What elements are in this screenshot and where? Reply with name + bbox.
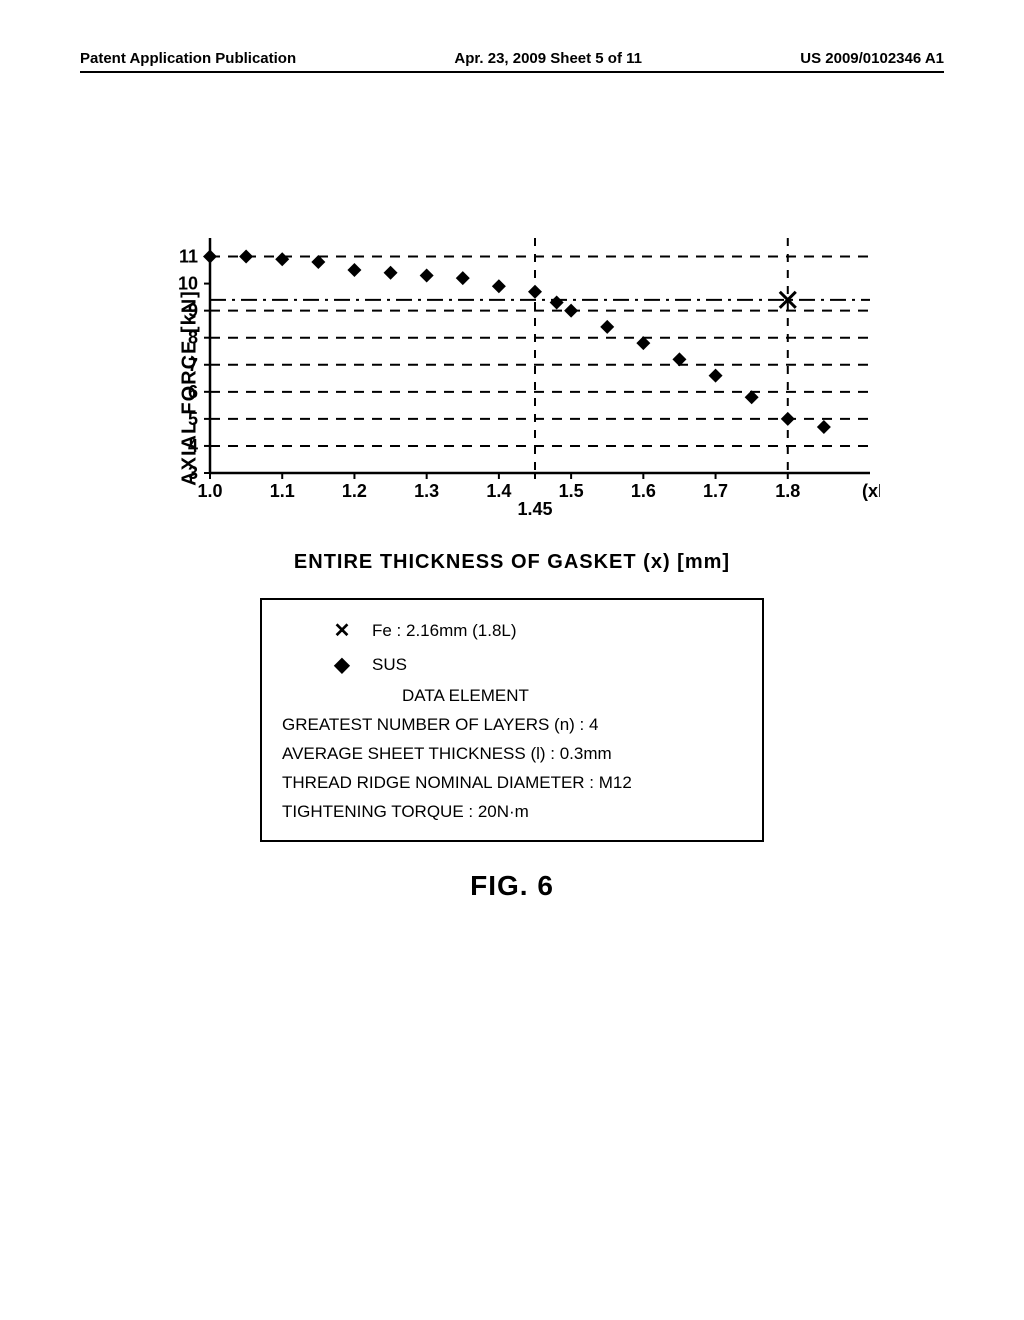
legend-item: ◆ SUS — [330, 648, 742, 682]
svg-text:11: 11 — [179, 247, 198, 267]
svg-text:(xL): (xL) — [862, 481, 880, 501]
header-center: Apr. 23, 2009 Sheet 5 of 11 — [454, 50, 642, 67]
figure-label: FIG. 6 — [80, 870, 944, 902]
chart: AXIAL FORCE [kN] 345678910111.01.11.21.3… — [140, 233, 944, 543]
svg-text:1.45: 1.45 — [517, 499, 552, 519]
legend-data-line: AVERAGE SHEET THICKNESS (l) : 0.3mm — [282, 740, 742, 769]
svg-text:1.5: 1.5 — [559, 481, 584, 501]
y-axis-label: AXIAL FORCE [kN] — [178, 290, 201, 486]
svg-text:1.2: 1.2 — [342, 481, 367, 501]
x-marker-icon: ✕ — [330, 614, 354, 648]
svg-text:1.7: 1.7 — [703, 481, 728, 501]
legend-data-line: GREATEST NUMBER OF LAYERS (n) : 4 — [282, 711, 742, 740]
header-right: US 2009/0102346 A1 — [800, 50, 944, 67]
svg-text:1.6: 1.6 — [631, 481, 656, 501]
legend-data-line: TIGHTENING TORQUE : 20N·m — [282, 798, 742, 827]
legend-item: ✕ Fe : 2.16mm (1.8L) — [330, 614, 742, 648]
svg-text:1.1: 1.1 — [270, 481, 295, 501]
legend-title: DATA ELEMENT — [402, 682, 742, 711]
legend-box: ✕ Fe : 2.16mm (1.8L) ◆ SUS DATA ELEMENT GRE… — [260, 598, 764, 842]
page-header: Patent Application Publication Apr. 23, … — [80, 50, 944, 73]
x-axis-label: ENTIRE THICKNESS OF GASKET (x) [mm] — [80, 551, 944, 574]
svg-text:1.8: 1.8 — [775, 481, 800, 501]
diamond-marker-icon: ◆ — [330, 648, 354, 682]
legend-data-line: THREAD RIDGE NOMINAL DIAMETER : M12 — [282, 769, 742, 798]
svg-text:1.3: 1.3 — [414, 481, 439, 501]
legend-item-label: SUS — [372, 651, 407, 680]
svg-text:1.4: 1.4 — [486, 481, 511, 501]
header-left: Patent Application Publication — [80, 50, 296, 67]
scatter-plot: 345678910111.01.11.21.31.41.51.61.71.81.… — [140, 233, 880, 543]
legend-item-label: Fe : 2.16mm (1.8L) — [372, 617, 517, 646]
